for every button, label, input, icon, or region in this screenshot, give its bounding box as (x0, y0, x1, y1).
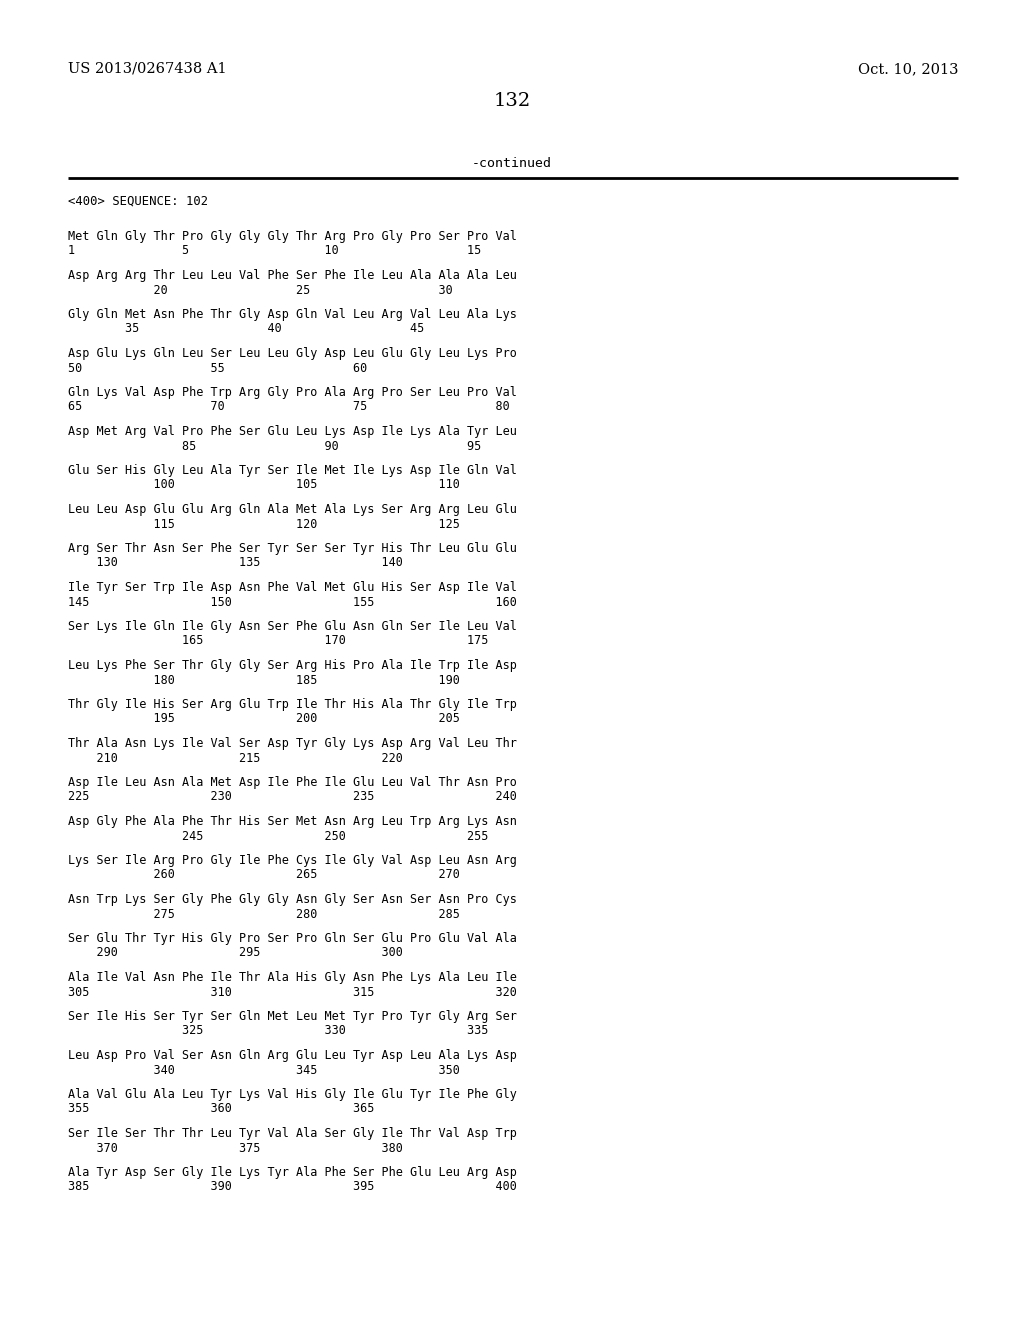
Text: <400> SEQUENCE: 102: <400> SEQUENCE: 102 (68, 195, 208, 209)
Text: 305                 310                 315                 320: 305 310 315 320 (68, 986, 517, 998)
Text: Glu Ser His Gly Leu Ala Tyr Ser Ile Met Ile Lys Asp Ile Gln Val: Glu Ser His Gly Leu Ala Tyr Ser Ile Met … (68, 465, 517, 477)
Text: Asp Arg Arg Thr Leu Leu Val Phe Ser Phe Ile Leu Ala Ala Ala Leu: Asp Arg Arg Thr Leu Leu Val Phe Ser Phe … (68, 269, 517, 282)
Text: Ser Glu Thr Tyr His Gly Pro Ser Pro Gln Ser Glu Pro Glu Val Ala: Ser Glu Thr Tyr His Gly Pro Ser Pro Gln … (68, 932, 517, 945)
Text: Ser Ile Ser Thr Thr Leu Tyr Val Ala Ser Gly Ile Thr Val Asp Trp: Ser Ile Ser Thr Thr Leu Tyr Val Ala Ser … (68, 1127, 517, 1140)
Text: Ile Tyr Ser Trp Ile Asp Asn Phe Val Met Glu His Ser Asp Ile Val: Ile Tyr Ser Trp Ile Asp Asn Phe Val Met … (68, 581, 517, 594)
Text: -continued: -continued (472, 157, 552, 170)
Text: Oct. 10, 2013: Oct. 10, 2013 (857, 62, 958, 77)
Text: 290                 295                 300: 290 295 300 (68, 946, 402, 960)
Text: Asn Trp Lys Ser Gly Phe Gly Gly Asn Gly Ser Asn Ser Asn Pro Cys: Asn Trp Lys Ser Gly Phe Gly Gly Asn Gly … (68, 894, 517, 906)
Text: Arg Ser Thr Asn Ser Phe Ser Tyr Ser Ser Tyr His Thr Leu Glu Glu: Arg Ser Thr Asn Ser Phe Ser Tyr Ser Ser … (68, 543, 517, 554)
Text: 145                 150                 155                 160: 145 150 155 160 (68, 595, 517, 609)
Text: 35                  40                  45: 35 40 45 (68, 322, 424, 335)
Text: 195                 200                 205: 195 200 205 (68, 713, 460, 726)
Text: Leu Lys Phe Ser Thr Gly Gly Ser Arg His Pro Ala Ile Trp Ile Asp: Leu Lys Phe Ser Thr Gly Gly Ser Arg His … (68, 659, 517, 672)
Text: 50                  55                  60: 50 55 60 (68, 362, 368, 375)
Text: 85                  90                  95: 85 90 95 (68, 440, 481, 453)
Text: 20                  25                  30: 20 25 30 (68, 284, 453, 297)
Text: Gln Lys Val Asp Phe Trp Arg Gly Pro Ala Arg Pro Ser Leu Pro Val: Gln Lys Val Asp Phe Trp Arg Gly Pro Ala … (68, 385, 517, 399)
Text: US 2013/0267438 A1: US 2013/0267438 A1 (68, 62, 226, 77)
Text: 1               5                   10                  15: 1 5 10 15 (68, 244, 481, 257)
Text: Leu Leu Asp Glu Glu Arg Gln Ala Met Ala Lys Ser Arg Arg Leu Glu: Leu Leu Asp Glu Glu Arg Gln Ala Met Ala … (68, 503, 517, 516)
Text: Asp Glu Lys Gln Leu Ser Leu Leu Gly Asp Leu Glu Gly Leu Lys Pro: Asp Glu Lys Gln Leu Ser Leu Leu Gly Asp … (68, 347, 517, 360)
Text: 210                 215                 220: 210 215 220 (68, 751, 402, 764)
Text: 100                 105                 110: 100 105 110 (68, 479, 460, 491)
Text: Lys Ser Ile Arg Pro Gly Ile Phe Cys Ile Gly Val Asp Leu Asn Arg: Lys Ser Ile Arg Pro Gly Ile Phe Cys Ile … (68, 854, 517, 867)
Text: Thr Gly Ile His Ser Arg Glu Trp Ile Thr His Ala Thr Gly Ile Trp: Thr Gly Ile His Ser Arg Glu Trp Ile Thr … (68, 698, 517, 711)
Text: 245                 250                 255: 245 250 255 (68, 829, 488, 842)
Text: Leu Asp Pro Val Ser Asn Gln Arg Glu Leu Tyr Asp Leu Ala Lys Asp: Leu Asp Pro Val Ser Asn Gln Arg Glu Leu … (68, 1049, 517, 1063)
Text: 275                 280                 285: 275 280 285 (68, 908, 460, 920)
Text: Ser Lys Ile Gln Ile Gly Asn Ser Phe Glu Asn Gln Ser Ile Leu Val: Ser Lys Ile Gln Ile Gly Asn Ser Phe Glu … (68, 620, 517, 634)
Text: 325                 330                 335: 325 330 335 (68, 1024, 488, 1038)
Text: 355                 360                 365: 355 360 365 (68, 1102, 375, 1115)
Text: Asp Met Arg Val Pro Phe Ser Glu Leu Lys Asp Ile Lys Ala Tyr Leu: Asp Met Arg Val Pro Phe Ser Glu Leu Lys … (68, 425, 517, 438)
Text: 180                 185                 190: 180 185 190 (68, 673, 460, 686)
Text: 340                 345                 350: 340 345 350 (68, 1064, 460, 1077)
Text: Thr Ala Asn Lys Ile Val Ser Asp Tyr Gly Lys Asp Arg Val Leu Thr: Thr Ala Asn Lys Ile Val Ser Asp Tyr Gly … (68, 737, 517, 750)
Text: 165                 170                 175: 165 170 175 (68, 635, 488, 648)
Text: 130                 135                 140: 130 135 140 (68, 557, 402, 569)
Text: Ala Val Glu Ala Leu Tyr Lys Val His Gly Ile Glu Tyr Ile Phe Gly: Ala Val Glu Ala Leu Tyr Lys Val His Gly … (68, 1088, 517, 1101)
Text: Asp Gly Phe Ala Phe Thr His Ser Met Asn Arg Leu Trp Arg Lys Asn: Asp Gly Phe Ala Phe Thr His Ser Met Asn … (68, 814, 517, 828)
Text: Ala Ile Val Asn Phe Ile Thr Ala His Gly Asn Phe Lys Ala Leu Ile: Ala Ile Val Asn Phe Ile Thr Ala His Gly … (68, 972, 517, 983)
Text: 370                 375                 380: 370 375 380 (68, 1142, 402, 1155)
Text: 132: 132 (494, 92, 530, 110)
Text: Asp Ile Leu Asn Ala Met Asp Ile Phe Ile Glu Leu Val Thr Asn Pro: Asp Ile Leu Asn Ala Met Asp Ile Phe Ile … (68, 776, 517, 789)
Text: 65                  70                  75                  80: 65 70 75 80 (68, 400, 510, 413)
Text: Met Gln Gly Thr Pro Gly Gly Gly Thr Arg Pro Gly Pro Ser Pro Val: Met Gln Gly Thr Pro Gly Gly Gly Thr Arg … (68, 230, 517, 243)
Text: Ser Ile His Ser Tyr Ser Gln Met Leu Met Tyr Pro Tyr Gly Arg Ser: Ser Ile His Ser Tyr Ser Gln Met Leu Met … (68, 1010, 517, 1023)
Text: 260                 265                 270: 260 265 270 (68, 869, 460, 882)
Text: 385                 390                 395                 400: 385 390 395 400 (68, 1180, 517, 1193)
Text: 115                 120                 125: 115 120 125 (68, 517, 460, 531)
Text: Gly Gln Met Asn Phe Thr Gly Asp Gln Val Leu Arg Val Leu Ala Lys: Gly Gln Met Asn Phe Thr Gly Asp Gln Val … (68, 308, 517, 321)
Text: 225                 230                 235                 240: 225 230 235 240 (68, 791, 517, 804)
Text: Ala Tyr Asp Ser Gly Ile Lys Tyr Ala Phe Ser Phe Glu Leu Arg Asp: Ala Tyr Asp Ser Gly Ile Lys Tyr Ala Phe … (68, 1166, 517, 1179)
